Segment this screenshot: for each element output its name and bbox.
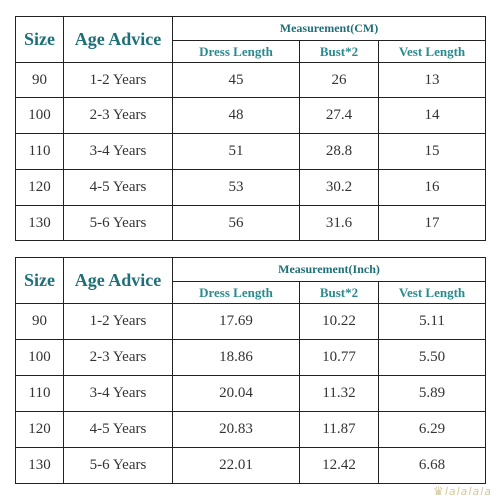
size-cell: 130 (15, 447, 64, 484)
dress-length-cell: 53 (172, 169, 300, 206)
crown-icon: ♛ (433, 484, 445, 498)
table-row: 90 1-2 Years 45 26 13 (15, 62, 486, 98)
dress-length-header: Dress Length (172, 281, 300, 304)
dress-length-cell: 18.86 (172, 339, 300, 376)
age-cell: 1-2 Years (63, 303, 173, 340)
size-chart-inch-table: Size Age Advice Measurement(Inch) Dress … (15, 257, 487, 484)
size-cell: 120 (15, 169, 64, 206)
measurement-unit-header: Measurement(Inch) (171, 257, 487, 282)
bust-cell: 10.77 (299, 339, 379, 376)
watermark-text: lalalala (444, 485, 492, 498)
bust-cell: 30.2 (299, 169, 379, 206)
bust-cell: 27.4 (299, 97, 379, 134)
size-cell: 90 (15, 62, 64, 98)
table-row: 130 5-6 Years 56 31.6 17 (15, 205, 486, 241)
table-row: 110 3-4 Years 51 28.8 15 (15, 133, 486, 170)
dress-length-cell: 56 (172, 205, 300, 241)
bust-cell: 28.8 (299, 133, 379, 170)
age-cell: 5-6 Years (63, 447, 173, 484)
vest-length-cell: 14 (378, 97, 486, 134)
vest-length-header: Vest Length (377, 281, 487, 304)
watermark: ♛lalalala (433, 484, 492, 498)
vest-length-cell: 5.89 (377, 375, 487, 412)
age-cell: 3-4 Years (63, 375, 173, 412)
table-row: 120 4-5 Years 53 30.2 16 (15, 169, 486, 206)
dress-length-cell: 17.69 (172, 303, 300, 340)
age-cell: 2-3 Years (63, 97, 173, 134)
dress-length-cell: 48 (172, 97, 300, 134)
dress-length-cell: 20.04 (172, 375, 300, 412)
size-header: Size (15, 257, 64, 304)
vest-length-cell: 15 (378, 133, 486, 170)
age-cell: 5-6 Years (63, 205, 173, 241)
table-row: 120 4-5 Years 20.83 11.87 6.29 (15, 411, 487, 448)
table-row: 130 5-6 Years 22.01 12.42 6.68 (15, 447, 487, 484)
dress-length-cell: 20.83 (172, 411, 300, 448)
bust-header: Bust*2 (299, 40, 379, 63)
vest-length-header: Vest Length (378, 40, 486, 63)
vest-length-cell: 17 (378, 205, 486, 241)
vest-length-cell: 16 (378, 169, 486, 206)
vest-length-cell: 13 (378, 62, 486, 98)
age-cell: 2-3 Years (63, 339, 173, 376)
table-row: 90 1-2 Years 17.69 10.22 5.11 (15, 303, 487, 340)
vest-length-cell: 5.11 (377, 303, 487, 340)
vest-length-cell: 5.50 (377, 339, 487, 376)
table-row: 100 2-3 Years 18.86 10.77 5.50 (15, 339, 487, 376)
size-header: Size (15, 16, 64, 63)
size-cell: 110 (15, 133, 64, 170)
age-cell: 4-5 Years (63, 169, 173, 206)
table-row: 100 2-3 Years 48 27.4 14 (15, 97, 486, 134)
size-cell: 100 (15, 339, 64, 376)
bust-cell: 11.87 (299, 411, 379, 448)
age-cell: 1-2 Years (63, 62, 173, 98)
size-cell: 90 (15, 303, 64, 340)
table-row: 110 3-4 Years 20.04 11.32 5.89 (15, 375, 487, 412)
dress-length-cell: 22.01 (172, 447, 300, 484)
size-cell: 130 (15, 205, 64, 241)
size-cell: 120 (15, 411, 64, 448)
size-cell: 100 (15, 97, 64, 134)
bust-cell: 10.22 (299, 303, 379, 340)
age-advice-header: Age Advice (63, 257, 173, 304)
bust-header: Bust*2 (299, 281, 379, 304)
measurement-unit-header: Measurement(CM) (172, 16, 486, 41)
age-cell: 3-4 Years (63, 133, 173, 170)
vest-length-cell: 6.29 (377, 411, 487, 448)
dress-length-header: Dress Length (172, 40, 300, 63)
size-cell: 110 (15, 375, 64, 412)
age-advice-header: Age Advice (63, 16, 173, 63)
age-cell: 4-5 Years (63, 411, 173, 448)
bust-cell: 31.6 (299, 205, 379, 241)
vest-length-cell: 6.68 (377, 447, 487, 484)
dress-length-cell: 51 (172, 133, 300, 170)
bust-cell: 12.42 (299, 447, 379, 484)
bust-cell: 26 (299, 62, 379, 98)
size-chart-cm-table: Size Age Advice Measurement(CM) Dress Le… (15, 16, 486, 241)
dress-length-cell: 45 (172, 62, 300, 98)
bust-cell: 11.32 (299, 375, 379, 412)
